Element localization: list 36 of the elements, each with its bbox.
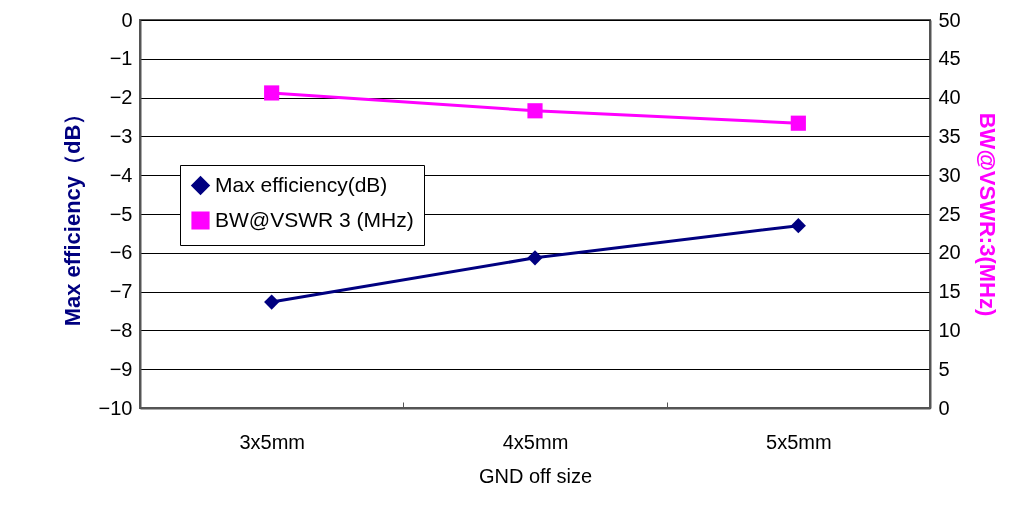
y-tick-label: −5 [109, 202, 133, 225]
y-tick-label: −2 [109, 86, 133, 109]
y2-tick-label: 25 [938, 202, 961, 225]
y2-tick-label: 45 [938, 47, 961, 70]
y2-axis-title: BW@VSWR:3(MHz) [974, 112, 1000, 317]
y-tick-label: 0 [121, 8, 133, 31]
x-tick-label: 3x5mm [239, 430, 305, 453]
y2-tick-label: 10 [938, 318, 961, 341]
y2-tick-label: 50 [938, 8, 961, 31]
x-tick-label: 5x5mm [766, 430, 832, 453]
point [264, 294, 280, 310]
legend-label: Max efficiency(dB) [215, 172, 388, 196]
y-tick-label: −1 [109, 47, 133, 70]
point [527, 250, 543, 266]
y2-tick-label: 5 [938, 357, 950, 380]
y2-tick-label: 15 [938, 280, 961, 303]
y2-tick-label: 35 [938, 124, 961, 147]
y-tick-label: −10 [98, 396, 133, 419]
y2-tick-label: 40 [938, 86, 961, 109]
y2-tick-label: 30 [938, 163, 961, 186]
y2-tick-label: 20 [938, 241, 961, 264]
y-tick-label: −4 [109, 163, 133, 186]
point [264, 85, 280, 101]
point [790, 218, 806, 234]
y-tick-label: −8 [109, 318, 133, 341]
y-tick-label: −6 [109, 241, 133, 264]
y-tick-label: −7 [109, 280, 133, 303]
point [790, 115, 806, 131]
x-axis-title: GND off size [479, 464, 592, 487]
y-tick-label: −9 [109, 357, 133, 380]
y-tick-label: −3 [109, 124, 133, 147]
y2-tick-label: 0 [938, 396, 950, 419]
x-tick-label: 4x5mm [502, 430, 569, 453]
legend-label: BW@VSWR 3 (MHz) [215, 207, 414, 231]
y-axis-title: Max efficiency（dB） [59, 102, 85, 327]
point [527, 103, 543, 119]
